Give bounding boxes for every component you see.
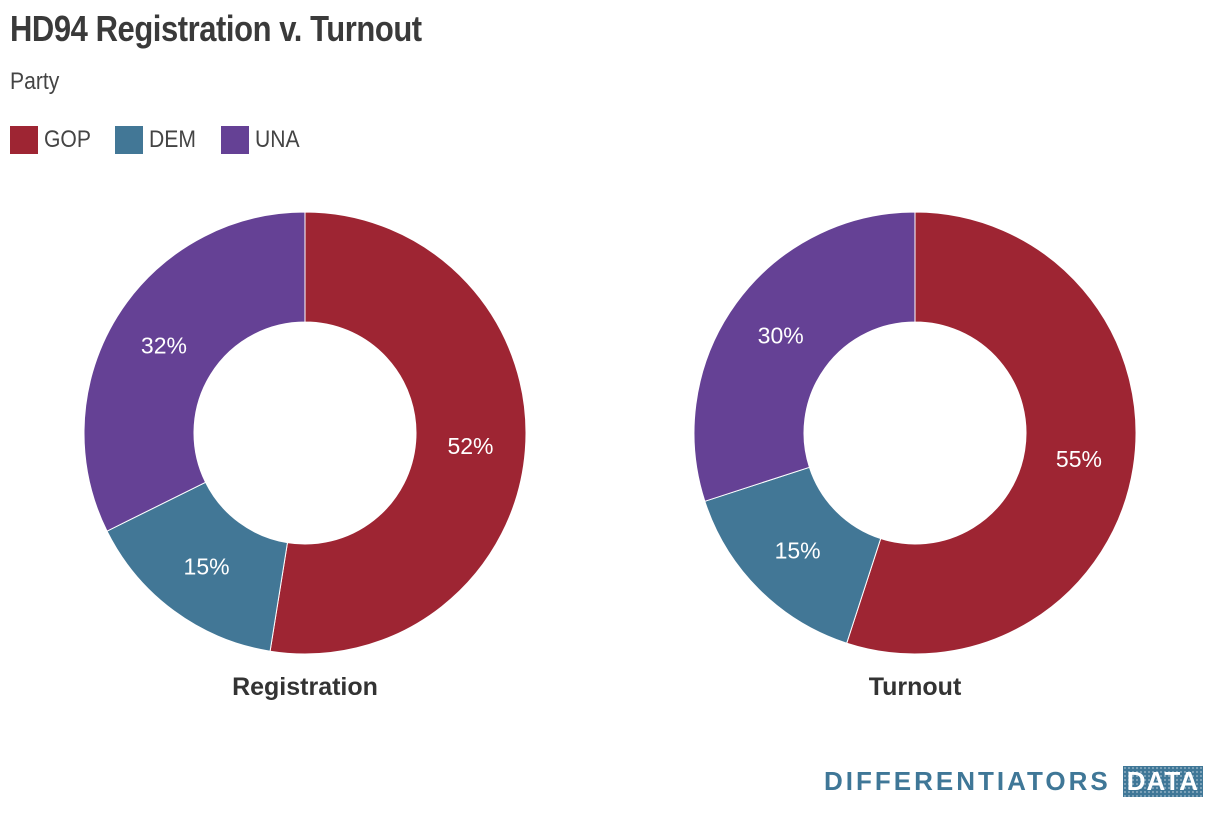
brand-box: DATA (1122, 766, 1204, 797)
slice-gop-turnout[interactable] (846, 211, 1137, 655)
slice-label-gop-registration: 52% (447, 433, 493, 459)
legend-item-una[interactable]: UNA (220, 126, 306, 154)
chart-title: HD94 Registration v. Turnout (10, 8, 422, 49)
slice-una-turnout[interactable] (693, 211, 916, 502)
legend-item-gop[interactable]: GOP (10, 126, 97, 154)
slice-gop-registration[interactable] (269, 211, 527, 655)
legend-item-dem[interactable]: DEM (115, 126, 202, 154)
chart-caption-registration: Registration (232, 673, 378, 701)
donut-chart-registration: 52% 15% 32% Registration (83, 211, 527, 701)
legend-label-gop: GOP (44, 126, 91, 153)
legend-label-dem: DEM (149, 126, 197, 153)
donut-chart-turnout: 55% 15% 30% Turnout (693, 211, 1137, 701)
brand-text: DIFFERENTIATORS (824, 766, 1111, 796)
legend-swatch-dem (115, 126, 144, 154)
slice-label-dem-registration: 15% (184, 554, 230, 580)
slice-una-registration[interactable] (83, 211, 306, 532)
legend-swatch-gop (10, 126, 38, 154)
slice-label-una-registration: 32% (141, 332, 187, 358)
slice-label-dem-turnout: 15% (775, 537, 821, 563)
slice-label-una-turnout: 30% (758, 322, 804, 348)
slice-dem-turnout[interactable] (704, 466, 882, 644)
brand-logo: DIFFERENTIATORS DATA (824, 766, 1204, 797)
slice-label-gop-turnout: 55% (1056, 446, 1102, 472)
chart-caption-turnout: Turnout (869, 673, 962, 701)
legend: GOP DEM UNA (10, 126, 323, 154)
legend-label-una: UNA (254, 126, 300, 153)
legend-swatch-una (220, 126, 249, 154)
chart-subtitle: Party (10, 68, 60, 95)
